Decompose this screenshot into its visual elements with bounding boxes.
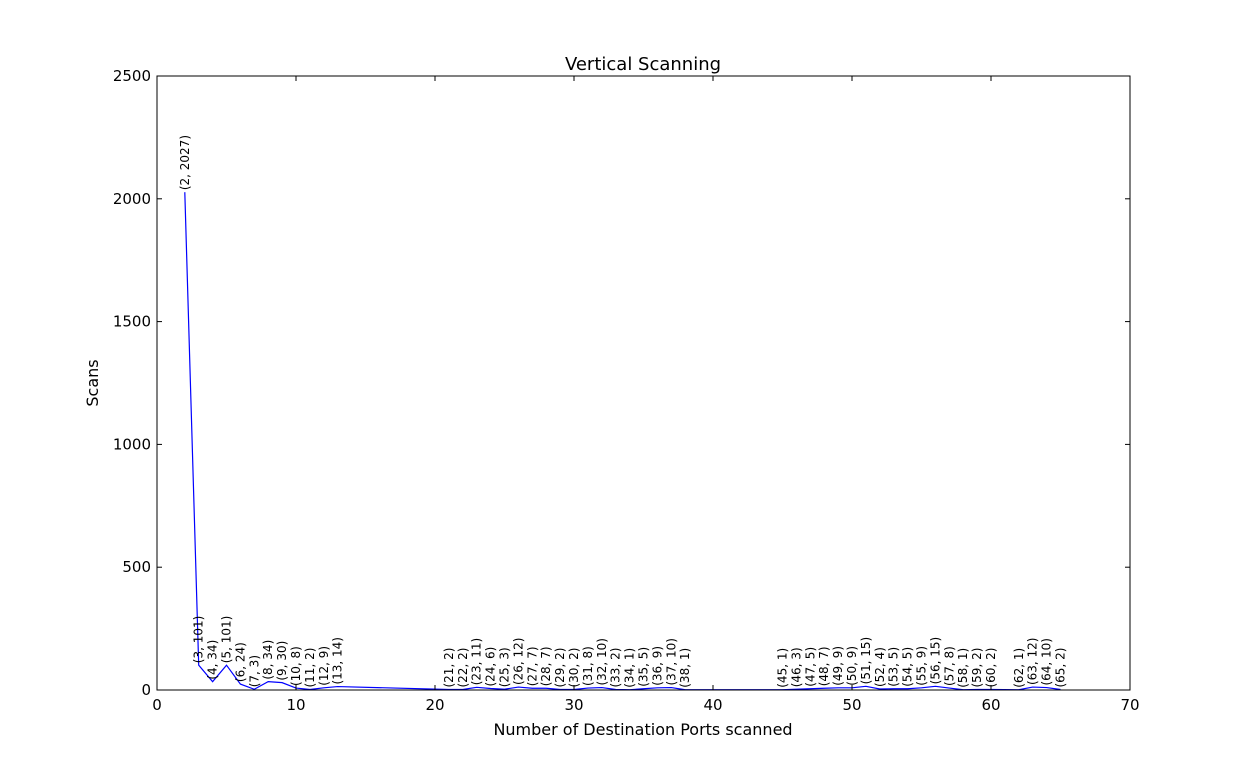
axis-ticks: 0 10 20 30 40 50 60 70 0 500 1000 1500 2000 2500 [113,67,1140,714]
point-label: (62, 1) [1012,648,1026,688]
point-label: (27, 7) [525,646,539,686]
point-label: (25, 3) [498,647,512,687]
point-label: (37, 10) [664,638,678,686]
point-label: (33, 2) [609,648,623,688]
point-label: (9, 30) [275,641,289,681]
plot-frame [156,75,1131,691]
point-label: (63, 12) [1026,638,1040,686]
point-label: (8, 34) [261,640,275,680]
point-label: (54, 5) [901,647,915,687]
point-label: (55, 9) [915,646,929,686]
point-label: (56, 15) [928,637,942,685]
point-label: (60, 2) [984,648,998,688]
y-tick-label: 0 [141,681,151,699]
x-tick-label: 0 [152,696,162,714]
point-label: (49, 9) [831,646,845,686]
point-label: (65, 2) [1054,648,1068,688]
point-label: (59, 2) [970,648,984,688]
point-label: (46, 3) [789,647,803,687]
y-tick-label: 2500 [113,67,151,85]
point-label: (10, 8) [289,646,303,686]
point-label: (24, 6) [484,647,498,687]
point-label: (5, 101) [220,616,234,664]
point-label: (31, 8) [581,646,595,686]
point-label: (51, 15) [859,637,873,685]
point-label: (26, 12) [511,638,525,686]
point-label: (13, 14) [331,637,345,685]
point-label: (11, 2) [303,648,317,688]
point-label: (35, 5) [637,647,651,687]
point-label: (34, 1) [623,648,637,688]
point-label: (48, 7) [817,646,831,686]
point-label: (29, 2) [553,648,567,688]
x-tick-label: 20 [425,696,444,714]
x-tick-label: 30 [564,696,583,714]
point-label: (38, 1) [678,648,692,688]
point-label: (7, 3) [247,655,261,687]
point-label: (28, 7) [539,646,553,686]
point-label: (32, 10) [595,638,609,686]
point-label: (23, 11) [470,638,484,686]
x-tick-label: 60 [981,696,1000,714]
point-label: (53, 5) [887,647,901,687]
y-tick-label: 2000 [113,190,151,208]
point-label: (3, 101) [192,616,206,664]
point-label: (6, 24) [233,642,247,682]
point-label: (22, 2) [456,648,470,688]
point-label: (30, 2) [567,648,581,688]
point-label: (57, 8) [942,646,956,686]
x-tick-label: 70 [1120,696,1139,714]
x-tick-label: 40 [703,696,722,714]
point-label: (45, 1) [776,648,790,688]
point-label: (52, 4) [873,647,887,687]
point-label: (47, 5) [803,647,817,687]
point-label: (58, 1) [956,648,970,688]
point-label: (50, 9) [845,646,859,686]
x-tick-label: 10 [286,696,305,714]
chart-marks: (2, 2027)(3, 101) (4, 34) (5, 101) (6, 24)(… [178,135,1068,691]
chart-title: Vertical Scanning [565,54,721,75]
point-label: (4, 34) [206,640,220,680]
x-tick-label: 50 [842,696,861,714]
point-label: (21, 2) [442,648,456,688]
point-label: (64, 10) [1040,638,1054,686]
plot-area [157,76,1130,690]
point-label: (36, 9) [650,646,664,686]
y-axis-label: Scans [83,359,102,406]
point-label: (12, 9) [317,646,331,686]
point-label: (2, 2027) [178,135,192,190]
y-tick-label: 1500 [113,313,151,331]
y-tick-label: 1000 [113,435,151,453]
x-axis-label: Number of Destination Ports scanned [493,720,792,739]
y-tick-label: 500 [122,558,151,576]
